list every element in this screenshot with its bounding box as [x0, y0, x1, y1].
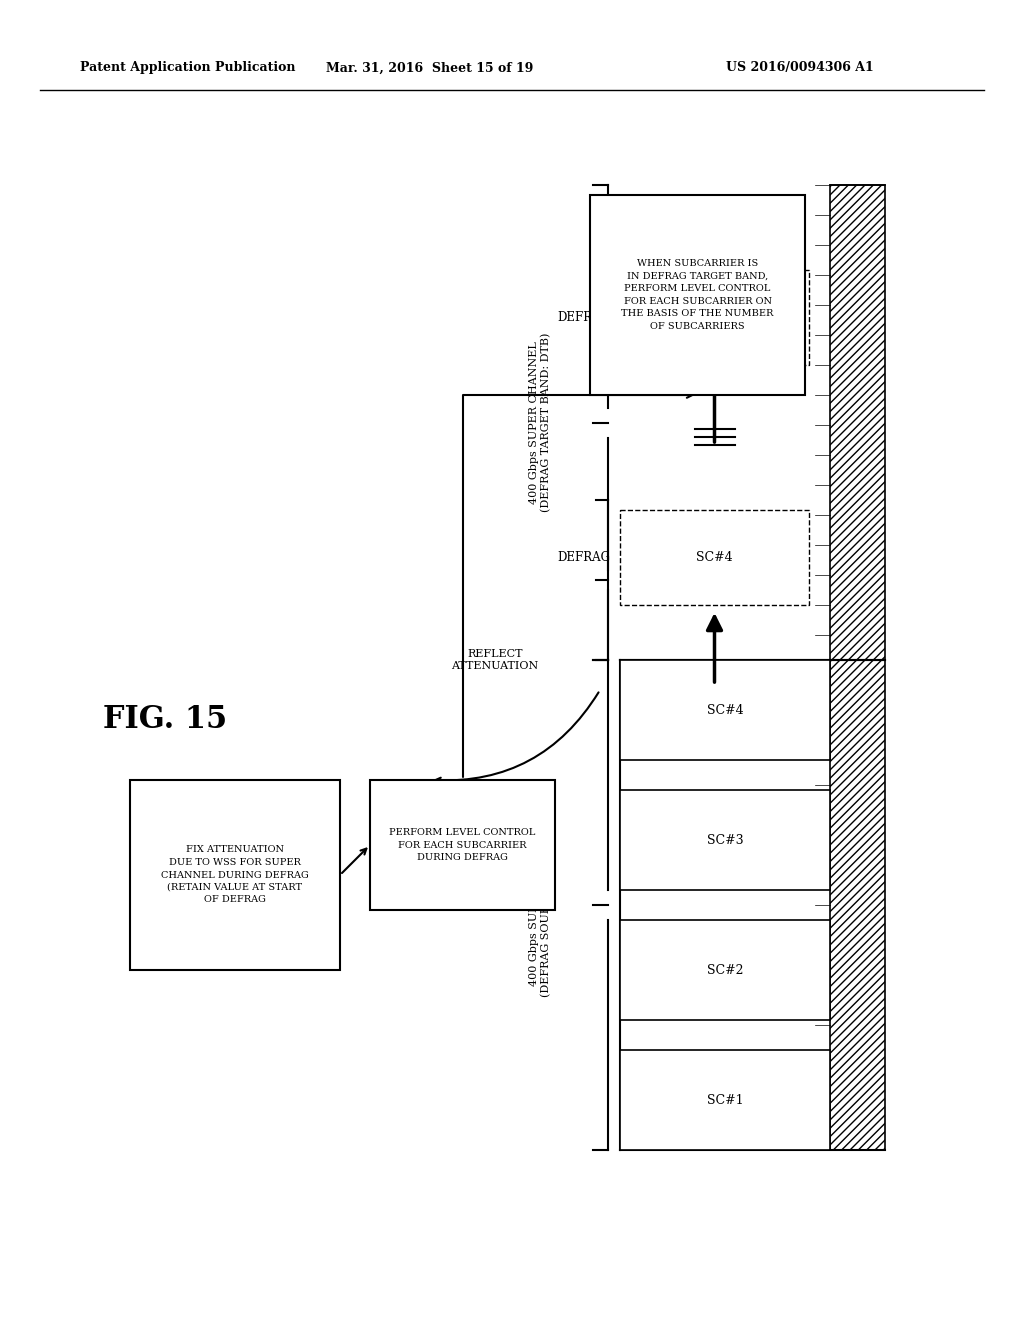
Bar — [620, 789, 830, 890]
Text: SC#4: SC#4 — [696, 312, 733, 323]
Bar — [620, 660, 830, 760]
Text: WHEN SUBCARRIER IS
IN DEFRAG TARGET BAND,
PERFORM LEVEL CONTROL
FOR EACH SUBCARR: WHEN SUBCARRIER IS IN DEFRAG TARGET BAND… — [622, 259, 774, 331]
Text: Patent Application Publication: Patent Application Publication — [80, 62, 296, 74]
Text: REFLECT
ATTENUATION: REFLECT ATTENUATION — [452, 649, 539, 671]
Text: PERFORM LEVEL CONTROL
FOR EACH SUBCARRIER
DURING DEFRAG: PERFORM LEVEL CONTROL FOR EACH SUBCARRIE… — [389, 828, 536, 862]
Bar — [830, 185, 885, 1150]
Text: Mar. 31, 2016  Sheet 15 of 19: Mar. 31, 2016 Sheet 15 of 19 — [327, 62, 534, 74]
Bar — [370, 780, 555, 909]
Bar — [130, 780, 340, 970]
Text: FIG. 15: FIG. 15 — [103, 705, 227, 735]
Text: 400 Gbps SUPER CHANNEL
(DEFRAG TARGET BAND: DTB): 400 Gbps SUPER CHANNEL (DEFRAG TARGET BA… — [529, 333, 551, 512]
Text: FIX ATTENUATION
DUE TO WSS FOR SUPER
CHANNEL DURING DEFRAG
(RETAIN VALUE AT STAR: FIX ATTENUATION DUE TO WSS FOR SUPER CHA… — [161, 846, 309, 904]
Bar — [620, 1049, 830, 1150]
Text: SC#3: SC#3 — [707, 833, 743, 846]
Bar — [620, 271, 809, 366]
Text: DEFRAG: DEFRAG — [557, 550, 610, 564]
Text: DEFRAG: DEFRAG — [557, 312, 610, 323]
Text: SC#2: SC#2 — [707, 964, 743, 977]
Text: SC#4: SC#4 — [707, 704, 743, 717]
Bar — [620, 920, 830, 1020]
Text: 400 Gbps SUPER CHANNEL
(DEFRAG SOURCE BAND: DSB): 400 Gbps SUPER CHANNEL (DEFRAG SOURCE BA… — [529, 813, 551, 997]
Text: SC#1: SC#1 — [707, 1093, 743, 1106]
Text: US 2016/0094306 A1: US 2016/0094306 A1 — [726, 62, 873, 74]
Bar — [590, 195, 805, 395]
Text: SC#4: SC#4 — [696, 550, 733, 564]
Bar — [620, 510, 809, 605]
